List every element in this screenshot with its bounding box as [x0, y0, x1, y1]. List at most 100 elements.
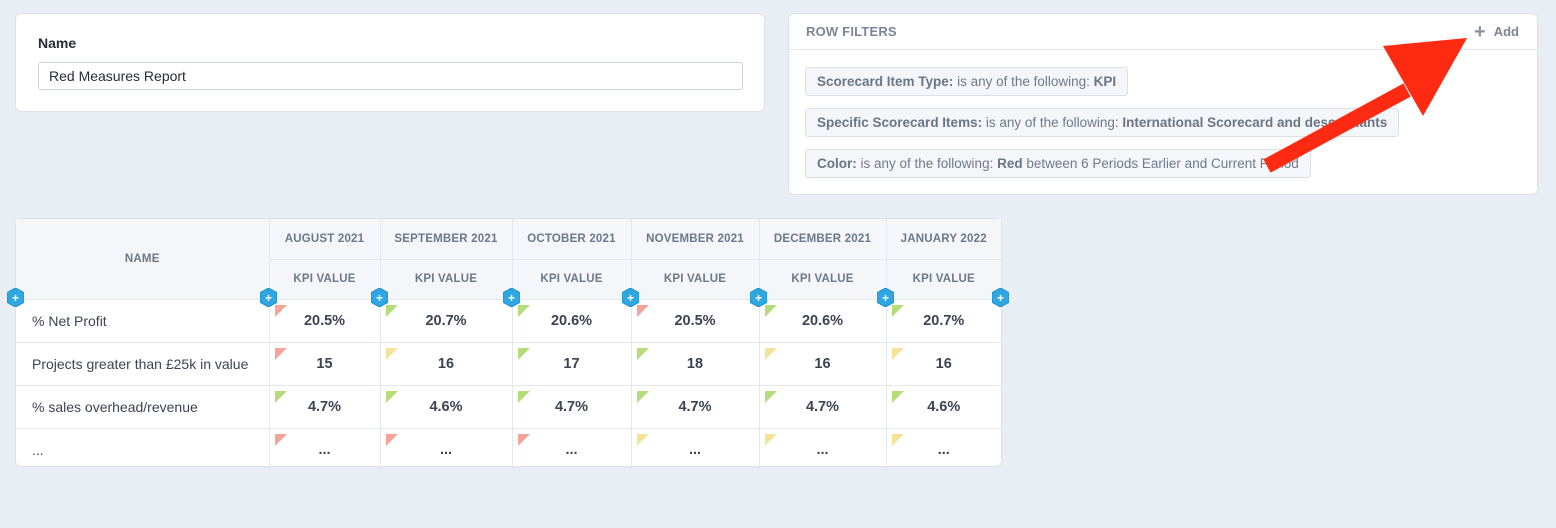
kpi-value-cell[interactable]: ...: [269, 428, 381, 471]
status-yellow-indicator: [764, 347, 777, 360]
report-table: NAME AUGUST 2021 SEPTEMBER 2021 OCTOBER 202…: [16, 219, 1001, 471]
period-header: OCTOBER 2021: [512, 219, 632, 260]
filter-chip[interactable]: Specific Scorecard Items: is any of the …: [805, 108, 1400, 137]
add-column-hex-icon[interactable]: +: [503, 288, 520, 307]
plus-icon: +: [1474, 20, 1486, 43]
status-yellow-indicator: [636, 433, 649, 446]
kpi-value-cell[interactable]: 20.5%: [631, 299, 760, 343]
kpi-value-cell[interactable]: 4.7%: [759, 385, 887, 429]
filter-keyword: Specific Scorecard Items:: [817, 115, 983, 130]
period-header: NOVEMBER 2021: [631, 219, 760, 260]
kpi-value: 20.6%: [801, 312, 844, 329]
kpi-value-subheader: KPI VALUE: [631, 259, 760, 300]
status-green-indicator: [891, 390, 904, 403]
status-green-indicator: [517, 347, 530, 360]
kpi-value-subheader: KPI VALUE: [269, 259, 381, 300]
status-green-indicator: [385, 390, 398, 403]
kpi-value: 18: [686, 355, 704, 372]
status-green-indicator: [764, 390, 777, 403]
filter-text: is any of the following:: [856, 156, 998, 171]
kpi-value-cell[interactable]: ...: [512, 428, 632, 471]
status-yellow-indicator: [891, 433, 904, 446]
kpi-value-cell[interactable]: 20.7%: [380, 299, 513, 343]
add-column-hex-icon[interactable]: +: [992, 288, 1009, 307]
filter-keyword: International Scorecard and descendants: [1122, 115, 1388, 130]
row-name: Projects greater than £25k in value: [16, 342, 270, 386]
status-red-indicator: [517, 433, 530, 446]
kpi-value-cell[interactable]: ...: [380, 428, 513, 471]
name-card: Name: [15, 13, 765, 112]
status-green-indicator: [764, 304, 777, 317]
add-column-hex-icon[interactable]: +: [7, 288, 24, 307]
add-filter-label: Add: [1493, 24, 1519, 39]
table-row[interactable]: % sales overhead/revenue 4.7% 4.6% 4.7% 4.7%…: [16, 385, 1001, 429]
status-green-indicator: [636, 347, 649, 360]
filter-chip[interactable]: Color: is any of the following: Red betw…: [805, 149, 1311, 178]
kpi-value-subheader: KPI VALUE: [512, 259, 632, 300]
row-name: % sales overhead/revenue: [16, 385, 270, 429]
kpi-value: 16: [437, 355, 455, 372]
kpi-value-cell[interactable]: 20.7%: [886, 299, 1001, 343]
add-column-hex-icon[interactable]: +: [750, 288, 767, 307]
kpi-value: 16: [935, 355, 952, 372]
kpi-value: ...: [816, 441, 829, 458]
kpi-value-cell[interactable]: 16: [380, 342, 513, 386]
row-name: ...: [16, 428, 270, 471]
status-yellow-indicator: [764, 433, 777, 446]
table-body: % Net Profit 20.5% 20.7% 20.6% 20.5% 20.6% 20.…: [16, 299, 1001, 471]
kpi-value: 4.7%: [554, 398, 589, 415]
kpi-value: ...: [318, 441, 331, 458]
add-filter-button[interactable]: + Add: [1474, 22, 1519, 42]
status-green-indicator: [517, 304, 530, 317]
table-row[interactable]: .....................: [16, 428, 1001, 471]
filter-text: between 6 Periods Earlier and Current Pe…: [1022, 156, 1299, 171]
kpi-value-cell[interactable]: 15: [269, 342, 381, 386]
kpi-value-cell[interactable]: 20.6%: [512, 299, 632, 343]
table-row[interactable]: % Net Profit 20.5% 20.7% 20.6% 20.5% 20.6% 20.…: [16, 299, 1001, 343]
row-name: % Net Profit: [16, 299, 270, 343]
add-column-hex-icon[interactable]: +: [877, 288, 894, 307]
kpi-value-cell[interactable]: 4.7%: [269, 385, 381, 429]
kpi-value-cell[interactable]: 20.6%: [759, 299, 887, 343]
kpi-value-cell[interactable]: 17: [512, 342, 632, 386]
kpi-value-cell[interactable]: ...: [631, 428, 760, 471]
kpi-value-cell[interactable]: 4.7%: [512, 385, 632, 429]
filter-chip[interactable]: Scorecard Item Type: is any of the follo…: [805, 67, 1129, 96]
kpi-value: ...: [937, 441, 950, 458]
kpi-value-cell[interactable]: 4.6%: [886, 385, 1001, 429]
filter-keyword: Scorecard Item Type:: [817, 74, 954, 89]
kpi-value: 16: [814, 355, 831, 372]
kpi-value: ...: [688, 441, 702, 458]
filter-text: is any of the following:: [982, 115, 1123, 130]
kpi-value-cell[interactable]: 20.5%: [269, 299, 381, 343]
status-green-indicator: [636, 390, 649, 403]
status-red-indicator: [385, 433, 398, 446]
kpi-value-subheader: KPI VALUE: [759, 259, 887, 300]
kpi-value-subheader: KPI VALUE: [380, 259, 513, 300]
kpi-value-cell[interactable]: 16: [759, 342, 887, 386]
status-green-indicator: [385, 304, 398, 317]
kpi-value: ...: [439, 441, 453, 458]
add-column-hex-icon[interactable]: +: [622, 288, 639, 307]
add-column-hex-icon[interactable]: +: [260, 288, 277, 307]
kpi-value-cell[interactable]: 16: [886, 342, 1001, 386]
status-yellow-indicator: [385, 347, 398, 360]
kpi-value: 4.7%: [805, 398, 840, 415]
status-red-indicator: [274, 304, 287, 317]
period-header: DECEMBER 2021: [759, 219, 887, 260]
kpi-value-cell[interactable]: 18: [631, 342, 760, 386]
report-name-input[interactable]: [38, 62, 743, 90]
kpi-value: 20.5%: [303, 312, 346, 329]
add-column-hex-icon[interactable]: +: [371, 288, 388, 307]
row-filters-title: ROW FILTERS: [806, 24, 897, 39]
kpi-value: 4.6%: [927, 398, 961, 415]
status-red-indicator: [274, 347, 287, 360]
kpi-value-cell[interactable]: 4.6%: [380, 385, 513, 429]
kpi-value-cell[interactable]: ...: [886, 428, 1001, 471]
table-row[interactable]: Projects greater than £25k in value 15 16 1…: [16, 342, 1001, 386]
kpi-value-cell[interactable]: 4.7%: [631, 385, 760, 429]
kpi-value: 20.7%: [923, 312, 965, 329]
kpi-value-cell[interactable]: ...: [759, 428, 887, 471]
status-green-indicator: [274, 390, 287, 403]
filter-keyword: Red: [997, 156, 1023, 171]
